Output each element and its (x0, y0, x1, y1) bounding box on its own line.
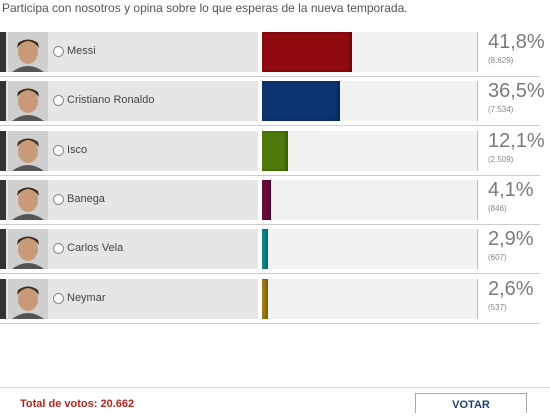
row-separator (0, 76, 540, 77)
player-photo (8, 32, 48, 72)
bar-track (262, 130, 478, 171)
row-background (6, 229, 258, 270)
percent-label: 2,6% (488, 277, 534, 300)
votes-label: (607) (488, 253, 507, 263)
result-bar (262, 81, 341, 122)
row-separator (0, 223, 540, 225)
result-bar (262, 229, 269, 270)
total-votes: Total de votos: 20.662 (20, 398, 135, 410)
votes-label: (2.509) (488, 154, 514, 164)
percent-label: 41,8% (488, 31, 545, 53)
row-separator (0, 273, 540, 275)
photo-image (8, 81, 48, 122)
option-name: Neymar (67, 291, 106, 304)
photo-image (8, 130, 48, 171)
row-marker (0, 81, 6, 122)
row-separator (0, 125, 540, 127)
photo-image (8, 179, 48, 220)
radio-button[interactable] (53, 46, 64, 57)
percent-label: 2,9% (488, 228, 534, 251)
result-bar (262, 130, 288, 171)
intro-text: Participa con nosotros y opina sobre lo … (2, 1, 408, 15)
result-bar (262, 278, 268, 319)
radio-button[interactable] (53, 144, 64, 156)
row-marker (0, 278, 6, 319)
bar-track (262, 278, 478, 319)
player-photo (8, 278, 48, 319)
radio-button[interactable] (53, 193, 64, 205)
option-name: Messi (67, 45, 96, 57)
radio-button[interactable] (53, 243, 64, 255)
row-marker (0, 130, 6, 171)
photo-image (8, 278, 48, 319)
player-photo (8, 81, 48, 122)
percent-label: 4,1% (488, 178, 534, 201)
player-photo (8, 130, 48, 171)
row-background (6, 278, 258, 319)
photo-image (8, 229, 48, 270)
radio-button[interactable] (53, 95, 64, 107)
radio-button[interactable] (53, 292, 64, 304)
result-bar (262, 179, 271, 220)
percent-label: 36,5% (488, 80, 545, 103)
option-name: Cristiano Ronaldo (67, 94, 155, 107)
player-photo (8, 229, 48, 270)
option-name: Carlos Vela (67, 242, 124, 255)
vote-button[interactable]: VOTAR (415, 393, 527, 413)
row-marker (0, 229, 6, 270)
player-photo (8, 179, 48, 220)
row-separator (0, 174, 540, 176)
photo-image (8, 32, 48, 72)
votes-label: (7.534) (488, 105, 514, 115)
row-marker (0, 32, 6, 72)
option-name: Isco (67, 143, 88, 156)
votes-label: (537) (488, 302, 507, 312)
row-marker (0, 179, 6, 220)
footer-divider (0, 387, 550, 388)
bar-track (262, 229, 478, 270)
option-name: Banega (67, 192, 105, 205)
votes-label: (846) (488, 203, 507, 213)
percent-label: 12,1% (488, 129, 545, 152)
bar-track (262, 179, 478, 220)
row-separator (0, 322, 540, 324)
votes-label: (8.629) (488, 56, 514, 65)
row-background (6, 130, 258, 171)
row-background (6, 179, 258, 220)
row-background (6, 81, 258, 122)
row-background (6, 32, 258, 72)
result-bar (262, 32, 352, 72)
